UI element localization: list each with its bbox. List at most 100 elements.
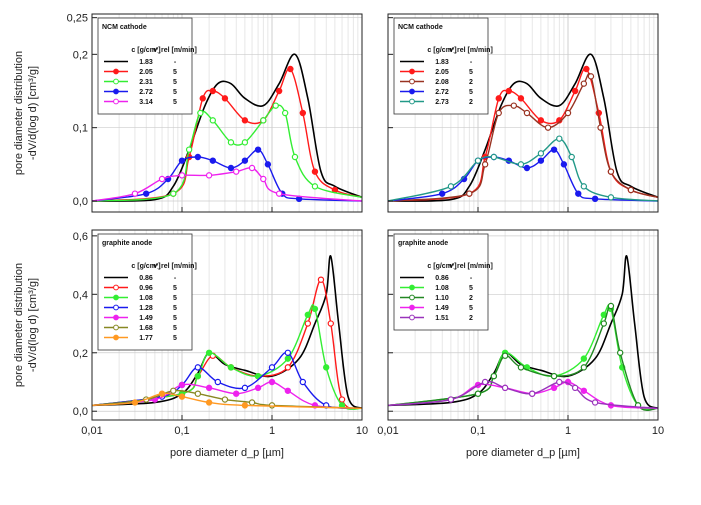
legend-item: 1.08 5 bbox=[400, 284, 473, 292]
series-2.31 bbox=[91, 102, 363, 202]
data-point bbox=[495, 95, 502, 102]
y-tick-label: 0,2 bbox=[73, 49, 88, 61]
data-point bbox=[597, 124, 604, 131]
data-point bbox=[221, 95, 229, 102]
data-point bbox=[205, 349, 213, 356]
legend-marker bbox=[409, 98, 415, 105]
data-point bbox=[481, 161, 489, 168]
y-axis-title-line2: -dV/d(log d) [cm³/g] bbox=[27, 66, 39, 160]
x-tick-label: 1 bbox=[565, 425, 571, 437]
legend-title: NCM cathode bbox=[398, 24, 443, 31]
data-point bbox=[287, 65, 294, 73]
legend-title: graphite anode bbox=[398, 240, 448, 247]
data-point bbox=[311, 305, 319, 313]
data-point bbox=[580, 80, 588, 87]
data-point bbox=[580, 355, 588, 362]
data-point bbox=[607, 194, 615, 201]
legend-col2-header: v_rel [m/min] bbox=[153, 47, 197, 54]
data-point bbox=[254, 384, 262, 392]
legend-box bbox=[393, 233, 489, 331]
data-point bbox=[490, 372, 498, 380]
legend-item: 1.83 - bbox=[104, 59, 177, 66]
legend-box bbox=[393, 17, 489, 115]
legend-marker bbox=[409, 88, 415, 95]
legend-density: 1.10 bbox=[435, 295, 449, 302]
data-point bbox=[560, 161, 568, 168]
data-point bbox=[550, 146, 558, 153]
data-point bbox=[517, 364, 525, 371]
data-point bbox=[616, 349, 624, 356]
legend-marker bbox=[113, 78, 119, 85]
data-point bbox=[241, 117, 249, 124]
legend-marker bbox=[113, 88, 119, 95]
legend-col1-header: c [g/cm³] bbox=[131, 263, 160, 270]
data-point bbox=[466, 190, 473, 197]
legend-density: 1.83 bbox=[435, 59, 449, 66]
x-tick-label: 10 bbox=[356, 425, 368, 437]
legend-velocity: 2 bbox=[469, 99, 473, 106]
series-3.14 bbox=[91, 164, 363, 202]
data-point bbox=[248, 399, 256, 406]
data-point bbox=[205, 399, 213, 406]
legend-density: 1.08 bbox=[139, 295, 153, 302]
plot-frame bbox=[91, 229, 363, 421]
data-point bbox=[227, 364, 235, 371]
legend-box bbox=[97, 17, 193, 115]
data-point bbox=[260, 175, 267, 183]
legend-density: 2.31 bbox=[139, 79, 153, 86]
legend-col2-header: v_rel [m/min] bbox=[449, 263, 493, 270]
legend-density: 1.49 bbox=[435, 305, 449, 312]
plot-frame bbox=[387, 229, 659, 421]
legend-marker bbox=[113, 324, 119, 331]
legend-marker bbox=[409, 78, 415, 85]
data-point bbox=[214, 378, 222, 386]
legend-density: 2.05 bbox=[139, 69, 153, 76]
data-point bbox=[158, 390, 166, 397]
legend-density: 1.83 bbox=[139, 59, 153, 66]
data-point bbox=[580, 387, 588, 394]
legend-density: 1.08 bbox=[435, 285, 449, 292]
x-tick-label: 0,1 bbox=[470, 425, 485, 437]
legend-density: 3.14 bbox=[139, 99, 153, 106]
legend-density: 0.86 bbox=[139, 275, 153, 282]
plot-frame bbox=[91, 13, 363, 213]
x-tick-label: 10 bbox=[652, 425, 664, 437]
legend-item: 1.83 - bbox=[400, 59, 473, 66]
x-axis-title-left: pore diameter d_p [µm] bbox=[170, 447, 284, 459]
data-point bbox=[607, 302, 615, 310]
data-point bbox=[510, 102, 518, 109]
data-point bbox=[272, 102, 279, 109]
series-1.51 bbox=[387, 378, 659, 410]
series-1.83 bbox=[91, 53, 363, 202]
data-point bbox=[571, 384, 579, 392]
data-point bbox=[505, 87, 513, 95]
y-tick-label: 0,6 bbox=[73, 231, 88, 243]
data-point bbox=[178, 381, 186, 389]
x-tick-label: 0,01 bbox=[377, 425, 398, 437]
data-point bbox=[178, 157, 186, 164]
y-tick-label: 0,4 bbox=[73, 289, 88, 301]
legend-item: 1.77 5 bbox=[104, 334, 177, 342]
data-point bbox=[571, 87, 579, 95]
data-point bbox=[254, 146, 262, 153]
data-point bbox=[304, 311, 312, 318]
data-point bbox=[607, 168, 615, 175]
legend-marker bbox=[113, 68, 119, 75]
series-line bbox=[387, 255, 659, 410]
data-point bbox=[481, 378, 489, 386]
data-point bbox=[556, 378, 563, 386]
legend-velocity: 5 bbox=[173, 89, 177, 96]
legend-col2-header: v_rel [m/min] bbox=[449, 47, 493, 54]
legend-marker bbox=[113, 314, 119, 321]
data-point bbox=[199, 95, 206, 102]
data-point bbox=[241, 384, 249, 392]
data-point bbox=[580, 364, 588, 371]
data-point bbox=[205, 384, 213, 392]
legend-item: 1.68 5 bbox=[104, 324, 177, 332]
legend-item: 2.05 5 bbox=[104, 68, 177, 76]
data-point bbox=[185, 146, 193, 153]
legend-item: 2.72 5 bbox=[104, 88, 177, 96]
legend-velocity: 2 bbox=[469, 315, 473, 322]
